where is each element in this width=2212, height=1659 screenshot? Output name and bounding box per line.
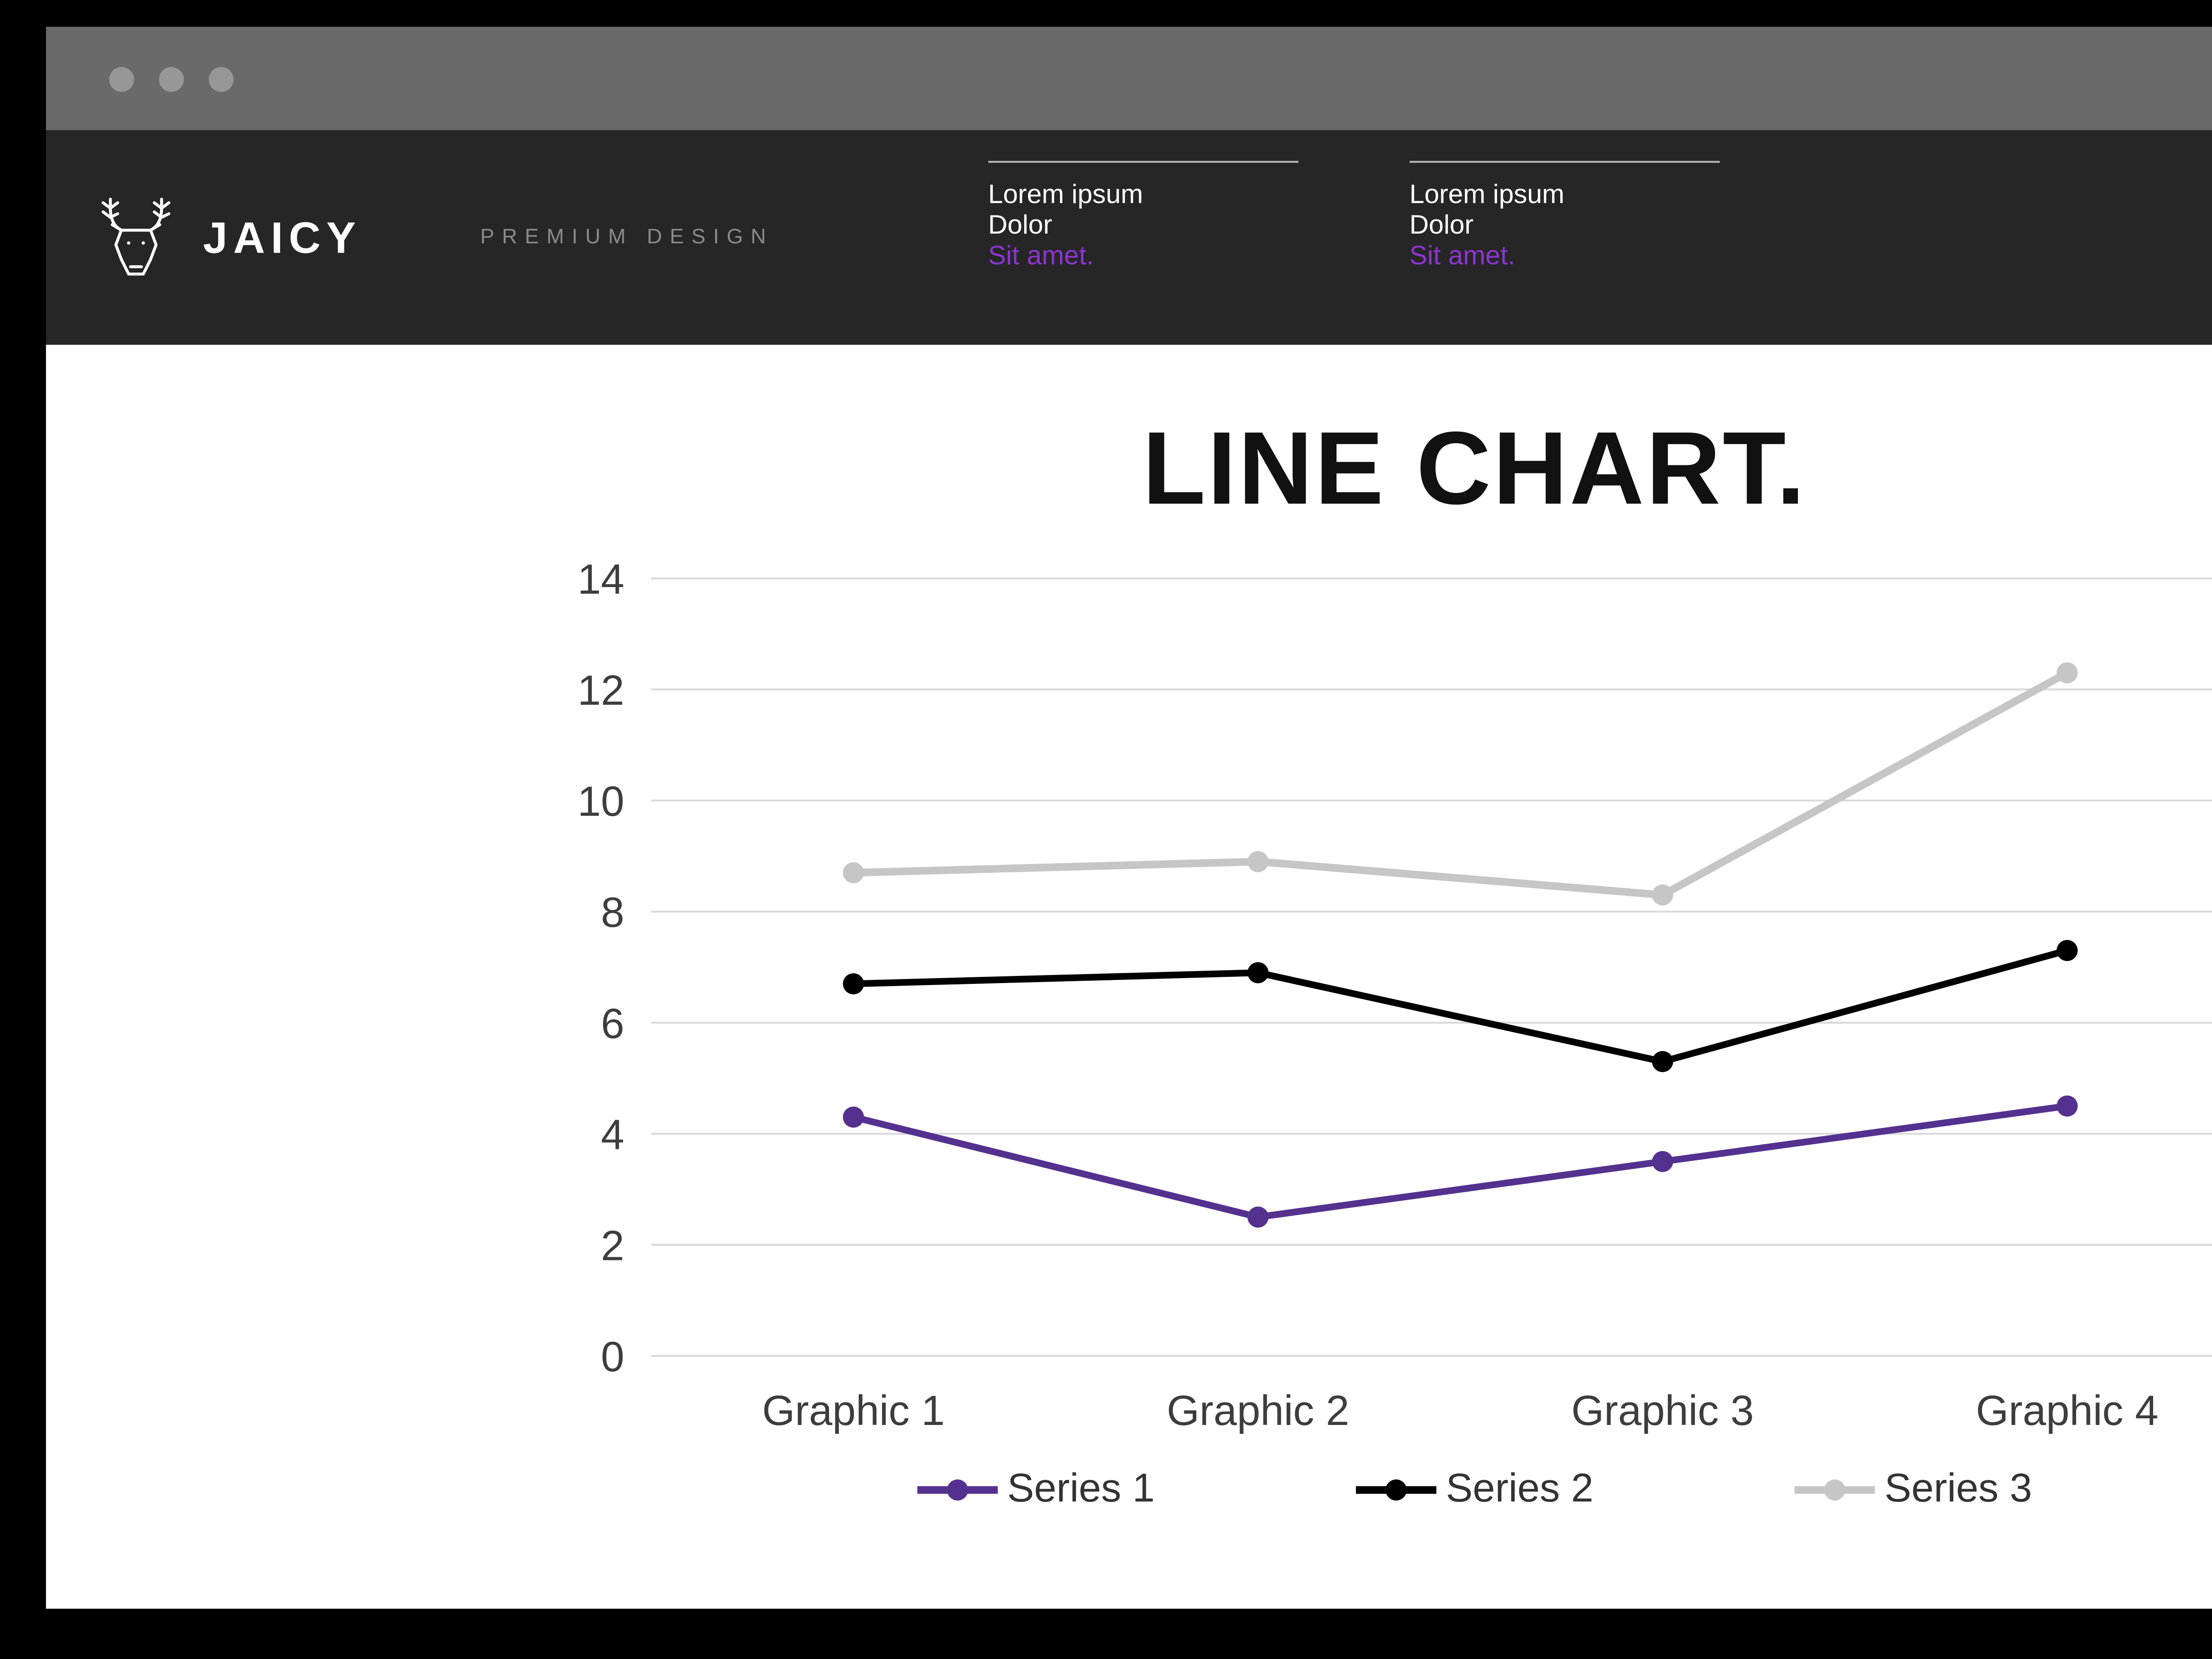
nav-menu: Lorem ipsum Dolor Sit amet. Lorem ipsum …	[988, 161, 1720, 270]
x-axis-category-label: Graphic 2	[1167, 1387, 1349, 1434]
legend-label: Series 1	[1007, 1467, 1155, 1511]
y-axis-tick-label: 6	[601, 1000, 624, 1047]
y-axis-tick-label: 10	[577, 778, 624, 825]
brand-name: JAICY	[203, 211, 362, 261]
y-axis-tick-label: 2	[601, 1222, 624, 1269]
legend-item-series-3: Series 3	[1794, 1467, 2032, 1513]
legend-item-series-1: Series 1	[917, 1467, 1155, 1513]
legend-label: Series 3	[1884, 1467, 2032, 1511]
nav-item-text: Dolor	[988, 208, 1052, 240]
data-point-series-2	[843, 973, 864, 995]
x-axis-category-label: Graphic 4	[1976, 1387, 2158, 1434]
x-axis-category-label: Graphic 3	[1571, 1387, 1754, 1434]
y-axis-tick-label: 8	[601, 889, 624, 936]
y-axis-tick-label: 4	[601, 1111, 624, 1158]
chart-legend: Series 1 Series 2 Series 3	[917, 1467, 2032, 1513]
x-axis-category-label: Graphic 1	[762, 1387, 945, 1434]
chart-panel: LINE CHART. 0 2 4 6 8 10 12 14 Graphic 1 Graphic …	[46, 345, 2212, 1609]
nav-item-2[interactable]: Lorem ipsum Dolor Sit amet.	[1409, 161, 1720, 270]
nav-item-text: Lorem ipsum	[988, 178, 1143, 209]
brand-tagline: PREMIUM DESIGN	[480, 226, 774, 249]
nav-item-text: Dolor	[1409, 208, 1474, 240]
nav-item-link[interactable]: Sit amet.	[1409, 239, 1516, 270]
data-point-series-3	[1247, 851, 1269, 872]
nav-item-text: Lorem ipsum	[1409, 178, 1565, 209]
data-point-series-1	[1652, 1151, 1673, 1172]
data-point-series-3	[1652, 884, 1673, 906]
data-point-series-1	[1247, 1206, 1269, 1228]
nav-item-1[interactable]: Lorem ipsum Dolor Sit amet.	[988, 161, 1298, 270]
window-control-dot[interactable]	[208, 66, 234, 91]
data-point-series-1	[2056, 1095, 2078, 1117]
series-line-series-2	[850, 947, 2071, 1065]
legend-label: Series 2	[1446, 1467, 1594, 1511]
data-point-series-2	[1247, 962, 1269, 983]
legend-marker-icon	[917, 1479, 998, 1501]
y-axis-tick-label: 0	[601, 1334, 624, 1381]
deer-logo-icon	[96, 193, 176, 281]
data-point-series-2	[2056, 940, 2078, 961]
series-line-series-3	[849, 669, 2071, 899]
series-line-series-1	[850, 1102, 2071, 1221]
data-point-series-3	[843, 862, 864, 883]
window-control-dot[interactable]	[109, 66, 134, 91]
nav-item-link[interactable]: Sit amet.	[988, 239, 1094, 270]
line-chart: 0 2 4 6 8 10 12 14 Graphic 1 Graphic 2 Graphic 3 Gr…	[577, 556, 2212, 1434]
legend-marker-icon	[1794, 1479, 1875, 1501]
y-axis-tick-label: 12	[577, 667, 624, 714]
browser-titlebar	[46, 27, 2212, 131]
data-point-series-2	[1652, 1051, 1673, 1072]
navbar: JAICY PREMIUM DESIGN Lorem ipsum Dolor S…	[46, 130, 2212, 345]
data-point-series-3	[2056, 662, 2078, 684]
legend-marker-icon	[1356, 1479, 1436, 1501]
data-point-series-1	[843, 1106, 864, 1128]
y-axis-tick-label: 14	[577, 556, 624, 603]
window-control-dot[interactable]	[159, 66, 184, 91]
browser-window: JAICY PREMIUM DESIGN Lorem ipsum Dolor S…	[46, 27, 2212, 1609]
legend-item-series-2: Series 2	[1356, 1467, 1594, 1513]
chart-title: LINE CHART.	[1142, 411, 1807, 527]
